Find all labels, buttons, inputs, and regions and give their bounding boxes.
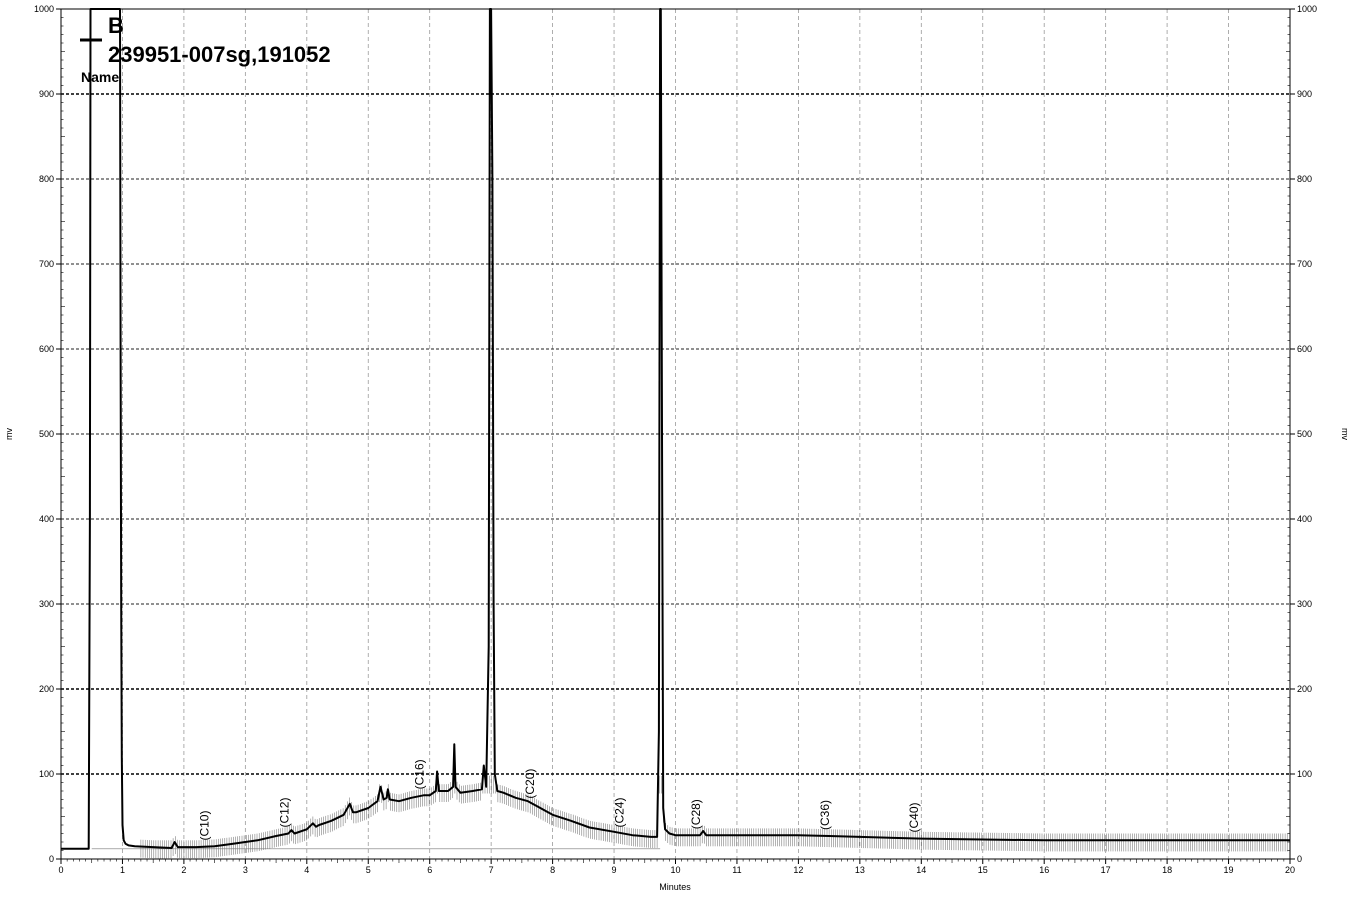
x-tick-label: 5 bbox=[366, 865, 371, 875]
x-tick-label: 12 bbox=[793, 865, 803, 875]
y-tick-label-left: 800 bbox=[39, 174, 54, 184]
x-tick-label: 0 bbox=[58, 865, 63, 875]
x-tick-label: 20 bbox=[1285, 865, 1295, 875]
y-tick-label-right: 400 bbox=[1297, 514, 1312, 524]
y-axis-left: 0 100 200 300 400 500 600 700 800 900 1000 bbox=[34, 4, 65, 864]
x-tick-label: 10 bbox=[670, 865, 680, 875]
x-tick-label: 11 bbox=[732, 865, 741, 875]
legend-sample-name: 239951-007sg,191052 bbox=[108, 42, 331, 67]
x-tick-label: 17 bbox=[1101, 865, 1111, 875]
x-tick-label: 6 bbox=[427, 865, 432, 875]
x-tick-label: 9 bbox=[612, 865, 617, 875]
y-tick-label-right: 800 bbox=[1297, 174, 1312, 184]
y-axis-right: 0 100 200 300 400 500 600 700 800 900 1000 bbox=[1286, 4, 1317, 864]
y-tick-label-left: 900 bbox=[39, 89, 54, 99]
y-tick-label-right: 300 bbox=[1297, 599, 1312, 609]
y-tick-label-left: 700 bbox=[39, 259, 54, 269]
legend-letter: B bbox=[108, 13, 124, 38]
peak-label: (C16) bbox=[413, 759, 427, 789]
y-tick-label-right: 600 bbox=[1297, 344, 1312, 354]
y-tick-label-right: 100 bbox=[1297, 769, 1312, 779]
y-tick-label-left: 600 bbox=[39, 344, 54, 354]
peak-label: (C12) bbox=[277, 798, 291, 828]
y-tick-label-left: 0 bbox=[49, 854, 54, 864]
peak-labels: (C10) (C12) (C16) (C20) (C24) (C28) (C36) (C40) bbox=[198, 759, 922, 840]
peak-label: (C24) bbox=[612, 798, 626, 828]
y-tick-label-right: 900 bbox=[1297, 89, 1312, 99]
y-tick-label-left: 500 bbox=[39, 429, 54, 439]
y-axis-title-right: mv bbox=[1340, 428, 1350, 440]
grid-lines bbox=[61, 9, 1290, 859]
x-tick-label: 19 bbox=[1224, 865, 1234, 875]
peak-label: (C20) bbox=[523, 769, 537, 799]
x-axis: 0 1 2 3 4 5 6 7 8 9 10 11 12 13 14 15 16 17 18 19 20 bbox=[58, 859, 1295, 875]
y-tick-label-left: 200 bbox=[39, 684, 54, 694]
y-tick-label-right: 200 bbox=[1297, 684, 1312, 694]
y-tick-label-right: 1000 bbox=[1297, 4, 1317, 14]
peak-label: (C40) bbox=[907, 802, 921, 832]
x-tick-label: 2 bbox=[181, 865, 186, 875]
x-tick-label: 7 bbox=[489, 865, 494, 875]
x-tick-label: 16 bbox=[1039, 865, 1049, 875]
y-tick-label-right: 700 bbox=[1297, 259, 1312, 269]
x-tick-label: 15 bbox=[978, 865, 988, 875]
y-tick-label-right: 0 bbox=[1297, 854, 1302, 864]
legend: B 239951-007sg,191052 Name bbox=[80, 13, 331, 85]
legend-name-label: Name bbox=[81, 69, 119, 85]
x-tick-label: 13 bbox=[855, 865, 865, 875]
peak-label: (C28) bbox=[689, 799, 703, 829]
integration-hatch-marks bbox=[140, 775, 1288, 859]
x-tick-label: 8 bbox=[550, 865, 555, 875]
y-tick-label-left: 400 bbox=[39, 514, 54, 524]
y-tick-label-right: 500 bbox=[1297, 429, 1312, 439]
peak-label: (C10) bbox=[198, 811, 212, 841]
chromatogram-trace bbox=[61, 8, 1290, 850]
x-tick-label: 1 bbox=[120, 865, 125, 875]
x-tick-label: 3 bbox=[243, 865, 248, 875]
x-axis-title: Minutes bbox=[659, 882, 691, 892]
y-tick-label-left: 100 bbox=[39, 769, 54, 779]
y-tick-label-left: 1000 bbox=[34, 4, 54, 14]
x-tick-label: 4 bbox=[304, 865, 309, 875]
x-tick-label: 18 bbox=[1162, 865, 1172, 875]
baseline-hatching bbox=[91, 775, 1288, 859]
x-tick-label: 14 bbox=[916, 865, 926, 875]
y-tick-label-left: 300 bbox=[39, 599, 54, 609]
series-line bbox=[61, 8, 1290, 850]
peak-label: (C36) bbox=[818, 800, 832, 830]
y-axis-title-left: mv bbox=[4, 428, 14, 440]
